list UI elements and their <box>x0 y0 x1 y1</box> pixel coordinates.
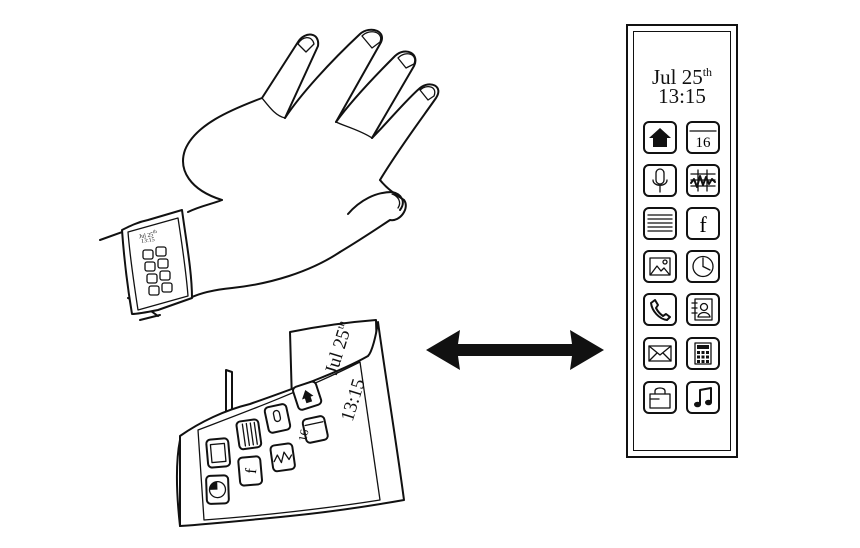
contacts-app[interactable] <box>686 293 720 326</box>
photos-app[interactable] <box>643 250 677 283</box>
stocks-chart-icon <box>690 169 716 192</box>
calendar-icon: 16 <box>689 130 717 151</box>
microphone-icon <box>652 168 668 193</box>
clock-app[interactable] <box>686 250 720 283</box>
photos-icon <box>649 257 671 276</box>
band-notes-icon <box>241 421 258 447</box>
clock-icon <box>692 255 714 278</box>
notes-app[interactable] <box>643 207 677 240</box>
band-clock-icon <box>208 480 227 499</box>
phone-icon <box>650 299 671 321</box>
voice-recorder-app[interactable] <box>643 164 677 197</box>
band-facebook-app <box>237 455 264 487</box>
band-microphone-icon <box>272 409 282 423</box>
band-mic-app <box>263 403 292 434</box>
band-icon-grid: f <box>205 380 329 505</box>
contacts-icon <box>691 298 713 321</box>
facebook-letter: f <box>699 212 707 237</box>
facebook-icon: f <box>699 212 707 237</box>
double-arrow <box>426 330 604 370</box>
band-calendar-app <box>301 415 329 444</box>
shopping-app[interactable] <box>643 381 677 414</box>
mail-icon <box>648 345 672 362</box>
band-stocks-chart-icon <box>273 451 293 464</box>
band-facebook-icon: f <box>243 467 260 474</box>
device-screen <box>633 31 731 451</box>
band-photos-icon <box>209 442 227 464</box>
home-app[interactable] <box>643 121 677 154</box>
facebook-app[interactable]: f <box>686 207 720 240</box>
calendar-day-label: 16 <box>696 135 712 151</box>
device-date-label: Jul 25th <box>651 65 713 89</box>
stocks-app[interactable] <box>686 164 720 197</box>
calculator-app[interactable] <box>686 337 720 370</box>
music-app[interactable] <box>686 381 720 414</box>
band-photos-app <box>205 437 232 469</box>
device-time-label: 13:15 <box>658 84 706 108</box>
home-icon <box>649 128 671 147</box>
wrist-band-illustration <box>121 209 193 315</box>
band-home-icon <box>302 389 314 404</box>
calculator-icon <box>694 342 712 365</box>
music-note-icon <box>694 387 712 408</box>
flat-display-device: Jul 25th 13:15 16 <box>626 24 738 458</box>
calendar-app[interactable]: 16 <box>686 121 720 154</box>
notes-icon <box>647 214 673 232</box>
shopping-bag-icon <box>649 387 671 409</box>
phone-app[interactable] <box>643 293 677 326</box>
wrist-icon-grid <box>142 246 173 296</box>
mail-app[interactable] <box>643 337 677 370</box>
hand-illustration <box>99 28 440 321</box>
